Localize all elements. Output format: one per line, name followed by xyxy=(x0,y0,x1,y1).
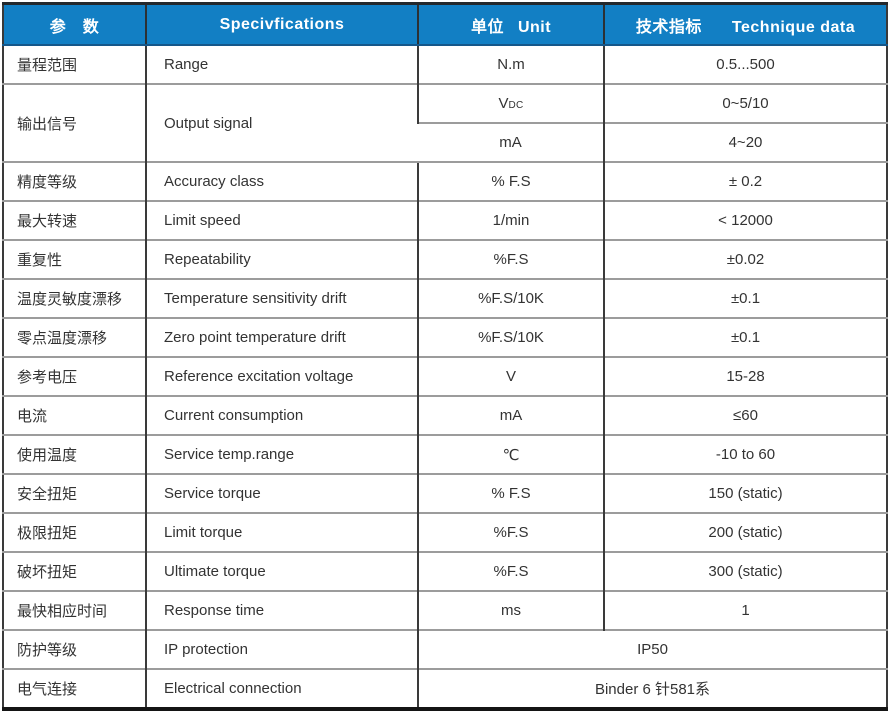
value-cell: < 12000 xyxy=(603,200,887,240)
value-cell: 15-28 xyxy=(603,356,887,396)
unit-cell: %F.S xyxy=(417,512,604,552)
table-row-repeatability: 重复性 Repeatability %F.S ±0.02 xyxy=(3,239,887,279)
param-cell: 电流 xyxy=(3,395,146,435)
spec-cell: Zero point temperature drift xyxy=(145,317,418,357)
param-cell: 重复性 xyxy=(3,239,146,279)
spec-cell: Reference excitation voltage xyxy=(145,356,418,396)
param-cell: 输出信号 xyxy=(3,83,146,162)
param-cell: 电气连接 xyxy=(3,668,146,709)
table-row-limit-torque: 极限扭矩 Limit torque %F.S 200 (static) xyxy=(3,512,887,552)
param-cell: 使用温度 xyxy=(3,434,146,474)
value-cell-merged: IP50 xyxy=(417,629,887,669)
unit-cell: ms xyxy=(417,590,604,630)
spec-cell: Ultimate torque xyxy=(145,551,418,591)
value-cell: ≤60 xyxy=(603,395,887,435)
table-row-output-signal-vdc: 输出信号 Output signal VDC 0~5/10 xyxy=(3,83,887,162)
param-cell: 极限扭矩 xyxy=(3,512,146,552)
value-cell: 300 (static) xyxy=(603,551,887,591)
unit-cell: VDC xyxy=(417,83,604,123)
param-cell: 精度等级 xyxy=(3,161,146,201)
header-tech-cn: 技术指标 xyxy=(635,18,702,36)
value-cell: -10 to 60 xyxy=(603,434,887,474)
unit-cell: mA xyxy=(417,395,604,435)
unit-cell: N.m xyxy=(417,44,604,84)
spec-cell: Service temp.range xyxy=(145,434,418,474)
header-tech-en: Technique data xyxy=(731,18,856,36)
param-cell: 安全扭矩 xyxy=(3,473,146,513)
table-row-response-time: 最快相应时间 Response time ms 1 xyxy=(3,590,887,630)
value-cell-merged: Binder 6 针581系 xyxy=(417,668,887,709)
header-technique-data: 技术指标 Technique data xyxy=(603,2,887,46)
value-cell: 200 (static) xyxy=(603,512,887,552)
spec-cell: Limit torque xyxy=(145,512,418,552)
param-cell: 最快相应时间 xyxy=(3,590,146,630)
value-cell: 1 xyxy=(603,590,887,630)
spec-cell: Accuracy class xyxy=(145,161,418,201)
spec-cell: Output signal xyxy=(145,83,418,162)
value-cell: 4~20 xyxy=(603,122,887,162)
unit-cell: mA xyxy=(418,122,604,162)
header-param: 参 数 xyxy=(3,2,146,46)
table-row-service-torque: 安全扭矩 Service torque % F.S 150 (static) xyxy=(3,473,887,513)
unit-cell: ℃ xyxy=(417,434,604,474)
unit-vdc-main: V xyxy=(498,95,509,112)
header-specifications: Specivfications xyxy=(145,2,418,46)
spec-cell: Current consumption xyxy=(145,395,418,435)
param-cell: 防护等级 xyxy=(3,629,146,669)
table-row-zero-point-temperature-drift: 零点温度漂移 Zero point temperature drift %F.S… xyxy=(3,317,887,357)
table-row-limit-speed: 最大转速 Limit speed 1/min < 12000 xyxy=(3,200,887,240)
spec-cell: Electrical connection xyxy=(145,668,418,709)
table-row-accuracy: 精度等级 Accuracy class % F.S ± 0.2 xyxy=(3,161,887,201)
unit-cell: %F.S/10K xyxy=(417,278,604,318)
value-cell: ±0.1 xyxy=(603,278,887,318)
unit-cell: %F.S/10K xyxy=(417,317,604,357)
unit-cell: %F.S xyxy=(417,551,604,591)
header-unit-en: Unit xyxy=(517,18,552,36)
unit-cell: % F.S xyxy=(417,161,604,201)
spec-cell: Service torque xyxy=(145,473,418,513)
table-row-ip-protection: 防护等级 IP protection IP50 xyxy=(3,629,887,669)
spec-cell: Limit speed xyxy=(145,200,418,240)
param-cell: 参考电压 xyxy=(3,356,146,396)
unit-cell: %F.S xyxy=(417,239,604,279)
unit-cell: 1/min xyxy=(417,200,604,240)
header-unit-cn: 单位 xyxy=(470,18,504,36)
param-cell: 最大转速 xyxy=(3,200,146,240)
table-row-temperature-sensitivity-drift: 温度灵敏度漂移 Temperature sensitivity drift %F… xyxy=(3,278,887,318)
header-unit: 单位 Unit xyxy=(417,2,604,46)
table-row-ultimate-torque: 破坏扭矩 Ultimate torque %F.S 300 (static) xyxy=(3,551,887,591)
table-row-electrical-connection: 电气连接 Electrical connection Binder 6 针581… xyxy=(3,668,887,709)
spec-cell: Temperature sensitivity drift xyxy=(145,278,418,318)
value-cell: 150 (static) xyxy=(603,473,887,513)
value-cell: 0~5/10 xyxy=(603,83,887,123)
header-param-label: 参 数 xyxy=(49,18,100,36)
unit-cell: % F.S xyxy=(417,473,604,513)
value-cell: ±0.02 xyxy=(603,239,887,279)
spec-cell: IP protection xyxy=(145,629,418,669)
table-row-service-temp-range: 使用温度 Service temp.range ℃ -10 to 60 xyxy=(3,434,887,474)
spec-cell: Response time xyxy=(145,590,418,630)
value-cell: ±0.1 xyxy=(603,317,887,357)
table-row-reference-voltage: 参考电压 Reference excitation voltage V 15-2… xyxy=(3,356,887,396)
param-cell: 破坏扭矩 xyxy=(3,551,146,591)
value-cell: ± 0.2 xyxy=(603,161,887,201)
table-row-current-consumption: 电流 Current consumption mA ≤60 xyxy=(3,395,887,435)
param-cell: 量程范围 xyxy=(3,44,146,84)
param-cell: 零点温度漂移 xyxy=(3,317,146,357)
unit-cell: V xyxy=(417,356,604,396)
unit-vdc-sub: DC xyxy=(508,100,524,111)
spec-cell: Range xyxy=(145,44,418,84)
param-cell: 温度灵敏度漂移 xyxy=(3,278,146,318)
table-row-range: 量程范围 Range N.m 0.5...500 xyxy=(3,44,887,84)
value-cell: 0.5...500 xyxy=(603,44,887,84)
table-row-output-signal-ma: mA 4~20 xyxy=(3,122,887,162)
table-header-row: 参 数 Specivfications 单位 Unit 技术指标 Technique… xyxy=(3,2,887,46)
header-spec-label: Specivfications xyxy=(219,15,345,33)
spec-cell: Repeatability xyxy=(145,239,418,279)
